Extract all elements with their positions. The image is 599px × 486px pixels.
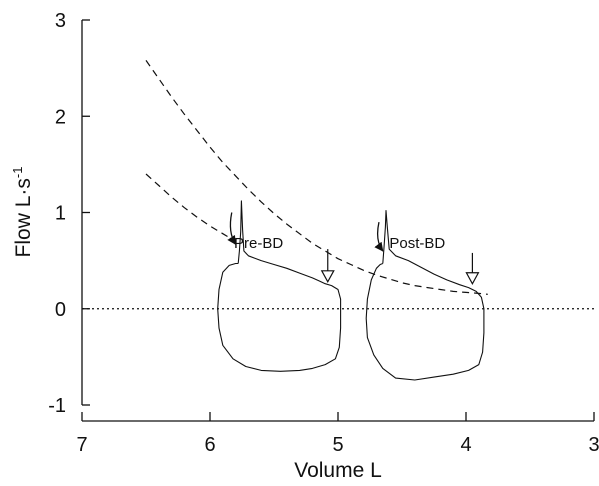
y-axis-title-main: Flow L·s: [12, 178, 35, 257]
x-ticks: 7 6 5 4 3: [76, 412, 599, 456]
pre-bd-loop: [217, 200, 342, 372]
annotation-layer: Pre-BD Post-BD: [234, 235, 445, 252]
series-layer: [145, 60, 488, 381]
predicted-curve-0: [145, 60, 488, 295]
curved-arrow: [374, 221, 384, 252]
annotation-label: Pre-BD: [234, 235, 283, 252]
y-tick-label: 3: [55, 10, 66, 32]
x-tick-label: 7: [76, 434, 87, 456]
predicted-curve-1: [145, 173, 236, 242]
annotation-label: Post-BD: [389, 235, 445, 252]
y-tick-label: 2: [55, 106, 66, 128]
y-tick-label: 0: [55, 299, 66, 321]
y-ticks: 3 2 1 0 -1: [48, 10, 90, 417]
hollow-arrow-head: [465, 272, 480, 285]
y-axis-title: Flow L·s-1: [10, 167, 35, 258]
x-tick-label: 3: [588, 434, 599, 456]
x-tick-label: 5: [332, 434, 343, 456]
hollow-arrow-head: [320, 270, 335, 284]
y-tick-label: -1: [48, 395, 66, 417]
axes: [81, 20, 594, 422]
post-bd-loop: [365, 210, 485, 381]
y-axis-title-sup: -1: [10, 167, 25, 179]
x-axis-title: Volume L: [294, 459, 382, 482]
y-tick-label: 1: [55, 203, 66, 225]
x-tick-label: 6: [204, 434, 215, 456]
curved-arrow: [227, 212, 237, 246]
arrow-layer: [227, 212, 480, 285]
x-tick-label: 4: [460, 434, 471, 456]
